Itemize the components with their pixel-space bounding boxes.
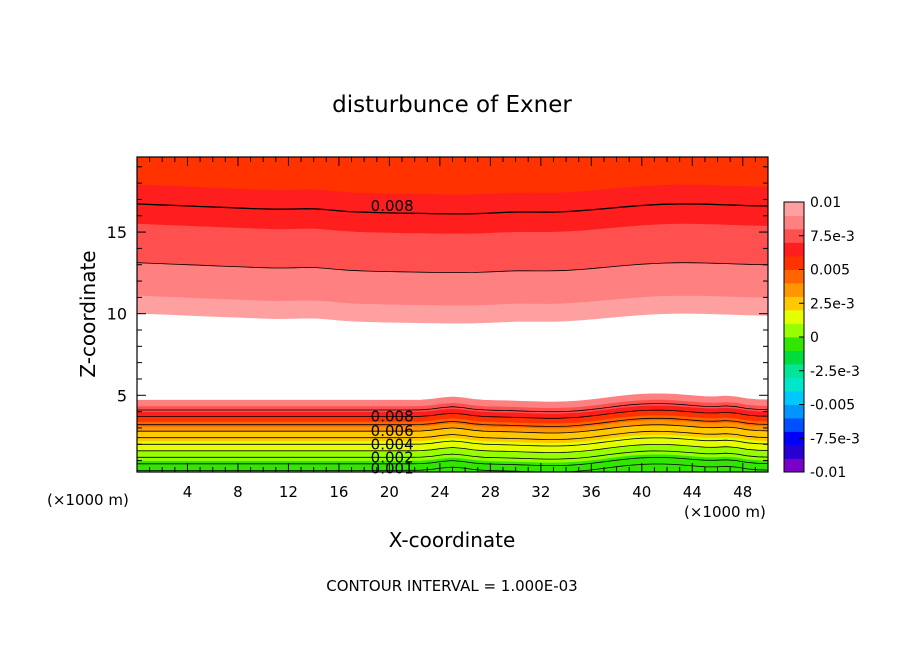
colorbar-swatch (784, 404, 804, 419)
colorbar-tick-label: -2.5e-3 (810, 364, 860, 380)
contour-line (137, 450, 768, 460)
colorbar-swatch (784, 242, 804, 257)
x-tick-label: 28 (481, 483, 500, 501)
colorbar-swatch (784, 337, 804, 351)
x-tick-label: 48 (733, 483, 752, 501)
y-tick-label: 15 (107, 223, 127, 242)
x-tick-label: 4 (183, 483, 193, 501)
colorbar-swatch (784, 215, 804, 230)
x-tick-label: 8 (233, 483, 243, 501)
contour-band-lower (137, 393, 768, 409)
colorbar-swatch (784, 458, 804, 473)
contour-line (137, 203, 768, 215)
contour-line (137, 457, 768, 467)
y-tick-label: 5 (117, 386, 127, 405)
chart-title: disturbunce of Exner (332, 92, 572, 118)
contour-line (137, 417, 768, 427)
x-tick-label: 40 (632, 483, 651, 501)
contour-band-upper (137, 157, 768, 177)
x-tick-label: 12 (279, 483, 298, 501)
x-tick-label: 44 (683, 483, 702, 501)
contour-label: 0.008 (371, 197, 414, 215)
colorbar-tick-label: -0.005 (810, 398, 855, 414)
colorbar-swatch (784, 310, 804, 324)
colorbar-swatch (784, 256, 804, 270)
colorbar-swatch (784, 445, 804, 459)
colorbar-swatch (784, 202, 804, 216)
contour-label: 0.008 (371, 408, 414, 426)
x-axis-label: X-coordinate (389, 528, 516, 552)
contour-line (137, 424, 768, 434)
colorbar-tick-label: -7.5e-3 (810, 431, 860, 447)
colorbar-tick-label: 2.5e-3 (810, 296, 855, 312)
colorbar-swatch (784, 364, 804, 378)
colorbar-swatch (784, 229, 804, 243)
colorbar-tick-label: -0.01 (810, 465, 846, 481)
x-axis: 4 8 12 16 20 24 28 32 36 40 44 48 (149, 157, 756, 501)
colorbar-tick-label: 0.005 (810, 263, 850, 279)
x-tick-label: 24 (430, 483, 449, 501)
contour-line (137, 262, 768, 274)
colorbar-swatch (784, 431, 804, 446)
colorbar-swatch (784, 418, 804, 432)
contour-line (137, 409, 768, 419)
y-axis: 5 10 15 (107, 166, 768, 462)
contour-lines (137, 203, 768, 472)
contour-line (137, 437, 768, 447)
x-tick-label: 32 (531, 483, 550, 501)
colorbar-tick-label: 0.01 (810, 195, 841, 211)
contour-label: 0.002 (371, 448, 414, 466)
contour-label: 0.001 (371, 460, 414, 478)
colorbar-swatch (784, 296, 804, 311)
colorbar-tick-label: 7.5e-3 (810, 229, 855, 245)
colorbar-swatch (784, 269, 804, 284)
contour-line (137, 403, 768, 413)
y-tick-label: 10 (107, 305, 127, 324)
y-axis-label: Z-coordinate (76, 250, 100, 377)
contour-label: 0.004 (371, 435, 414, 453)
contour-fill (137, 157, 768, 472)
colorbar-swatch (784, 391, 804, 405)
x-unit-right: (×1000 m) (684, 503, 766, 521)
colorbar: 0.01 7.5e-3 0.005 2.5e-3 0 -2.5e-3 -0.005 -7.5e… (783, 195, 860, 481)
x-tick-label: 16 (329, 483, 348, 501)
x-unit-left: (×1000 m) (47, 491, 129, 509)
colorbar-tick-label: 0 (810, 330, 819, 346)
colorbar-swatch (784, 377, 804, 392)
colorbar-swatch (784, 323, 804, 338)
colorbar-swatch (784, 350, 804, 365)
contour-interval-note: CONTOUR INTERVAL = 1.000E-03 (326, 577, 577, 595)
colorbar-swatch (784, 283, 804, 297)
x-tick-label: 36 (582, 483, 601, 501)
contour-label: 0.006 (371, 422, 414, 440)
contour-line (137, 443, 768, 453)
contour-line (137, 430, 768, 440)
x-tick-label: 20 (380, 483, 399, 501)
